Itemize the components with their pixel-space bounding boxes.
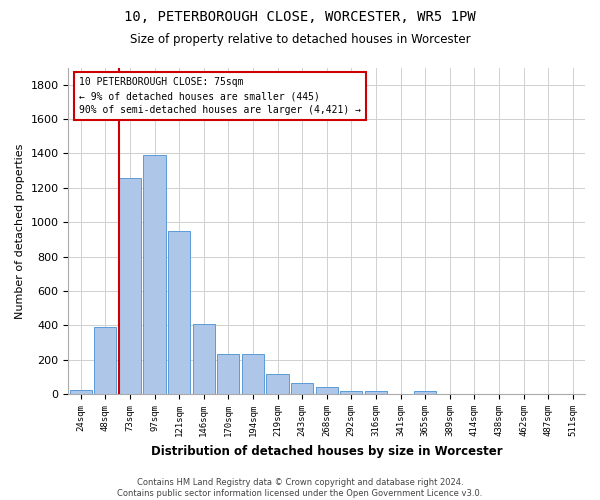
Text: Size of property relative to detached houses in Worcester: Size of property relative to detached ho… [130, 32, 470, 46]
Bar [119, 178, 141, 394]
Bar [266, 374, 289, 394]
Bar [242, 354, 264, 394]
Bar [217, 354, 239, 394]
Y-axis label: Number of detached properties: Number of detached properties [15, 143, 25, 318]
X-axis label: Distribution of detached houses by size in Worcester: Distribution of detached houses by size … [151, 444, 503, 458]
Bar [168, 231, 190, 394]
Bar [291, 383, 313, 394]
Bar [365, 391, 387, 394]
Bar [94, 327, 116, 394]
Text: 10 PETERBOROUGH CLOSE: 75sqm
← 9% of detached houses are smaller (445)
90% of se: 10 PETERBOROUGH CLOSE: 75sqm ← 9% of det… [79, 78, 361, 116]
Bar [414, 391, 436, 394]
Bar [316, 388, 338, 394]
Bar [340, 391, 362, 394]
Text: 10, PETERBOROUGH CLOSE, WORCESTER, WR5 1PW: 10, PETERBOROUGH CLOSE, WORCESTER, WR5 1… [124, 10, 476, 24]
Text: Contains HM Land Registry data © Crown copyright and database right 2024.
Contai: Contains HM Land Registry data © Crown c… [118, 478, 482, 498]
Bar [70, 390, 92, 394]
Bar [143, 155, 166, 394]
Bar [193, 324, 215, 394]
